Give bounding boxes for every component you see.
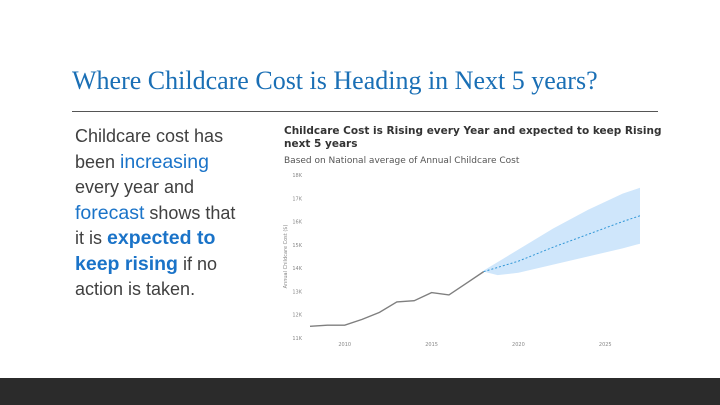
y-tick-label: 18K	[292, 173, 302, 179]
slide-title: Where Childcare Cost is Heading in Next …	[72, 66, 598, 95]
body-text-3: every year and	[75, 177, 195, 197]
x-tick-label: 2015	[425, 342, 438, 348]
chart-title: Childcare Cost is Rising every Year and …	[284, 125, 662, 150]
x-tick-label: 2025	[599, 342, 612, 348]
forecast-line-chart: 18K 17K 16K 15K 14K 13K 12K 11K 2010 2015 2020 2025…	[283, 173, 641, 348]
highlight-expected-to-keep-rising: expected to keep rising	[75, 227, 216, 275]
y-tick-label: 12K	[292, 313, 302, 319]
title-divider	[72, 111, 658, 112]
y-tick-label: 17K	[292, 196, 302, 202]
y-axis-label: Annual Childcare Cost ($)	[283, 225, 289, 289]
body-text-5: shows that it is	[75, 202, 236, 249]
y-tick-label: 14K	[292, 266, 302, 272]
y-tick-label: 15K	[292, 243, 302, 249]
highlight-forecast: forecast	[75, 201, 145, 224]
y-tick-label: 13K	[292, 289, 302, 295]
body-paragraph: Childcare cost has been increasing every…	[75, 124, 245, 303]
body-text-7: if no action is taken.	[75, 253, 217, 300]
footer-bar	[0, 378, 720, 405]
chart-subtitle: Based on National average of Annual Chil…	[284, 156, 520, 166]
highlight-increasing: increasing	[120, 150, 209, 173]
x-tick-label: 2020	[512, 342, 525, 348]
body-text-1: Childcare cost has been	[75, 126, 224, 172]
forecast-trend-line	[483, 215, 641, 273]
y-tick-label: 11K	[292, 336, 302, 342]
x-tick-label: 2010	[338, 342, 351, 348]
historical-cost-line	[309, 271, 485, 328]
y-tick-label: 16K	[292, 220, 302, 226]
forecast-confidence-band	[483, 187, 640, 276]
